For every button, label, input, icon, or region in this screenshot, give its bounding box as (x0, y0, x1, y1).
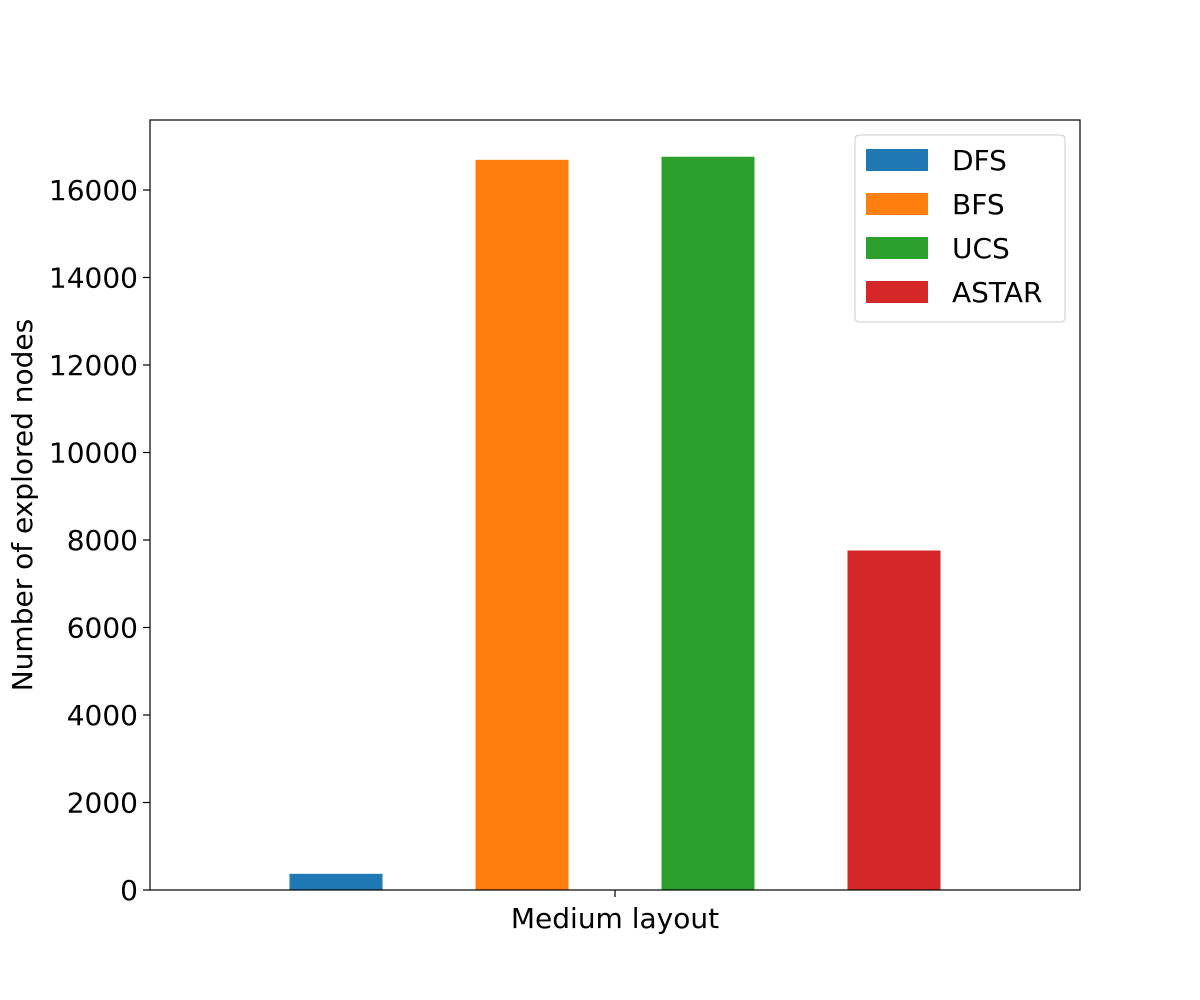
legend: DFS BFS UCS ASTAR (854, 134, 1066, 323)
y-tick-label: 16000 (49, 174, 138, 207)
y-tick-label: 4000 (67, 699, 138, 732)
x-axis-label: Medium layout (511, 902, 719, 935)
y-tick-label: 10000 (49, 437, 138, 470)
y-tick-label: 0 (120, 874, 138, 907)
y-axis-ticks: 0 2000 4000 6000 8000 10000 12000 14000 16000 (49, 174, 150, 907)
legend-swatch-astar (866, 281, 928, 303)
y-tick-label: 2000 (67, 787, 138, 820)
bar-dfs (289, 873, 383, 890)
y-tick-label: 12000 (49, 349, 138, 382)
bar-bfs (475, 159, 569, 890)
legend-swatch-bfs (866, 193, 928, 215)
y-tick-label: 8000 (67, 524, 138, 557)
y-tick-label: 14000 (49, 262, 138, 295)
bar-astar (847, 550, 941, 890)
legend-swatch-ucs (866, 237, 928, 259)
legend-swatch-dfs (866, 149, 928, 171)
y-tick-label: 6000 (67, 612, 138, 645)
legend-label-dfs: DFS (952, 144, 1007, 177)
legend-frame (854, 134, 1066, 323)
legend-label-ucs: UCS (952, 232, 1010, 265)
legend-label-astar: ASTAR (952, 276, 1042, 309)
plot-frame (149, 119, 1081, 891)
y-axis-label: Number of explored nodes (6, 319, 39, 692)
bar-ucs (661, 156, 755, 890)
bars-group (289, 156, 941, 890)
legend-label-bfs: BFS (952, 188, 1005, 221)
